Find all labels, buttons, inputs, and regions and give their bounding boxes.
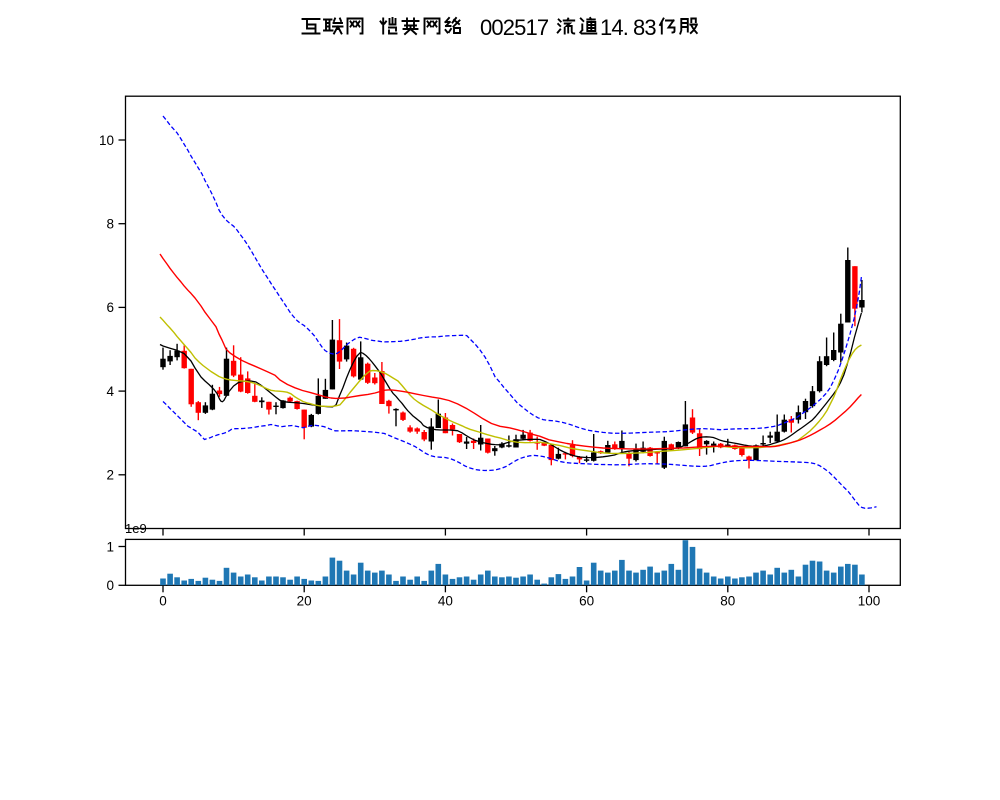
- svg-text:83: 83: [633, 15, 656, 40]
- svg-text:4: 4: [106, 384, 114, 399]
- svg-text:0: 0: [106, 578, 114, 593]
- svg-text:100: 100: [858, 594, 881, 609]
- svg-text:60: 60: [579, 594, 594, 609]
- svg-text:14.: 14.: [600, 15, 628, 40]
- svg-text:10: 10: [99, 133, 114, 148]
- svg-text:6: 6: [106, 300, 114, 315]
- svg-text:40: 40: [438, 594, 453, 609]
- svg-text:80: 80: [720, 594, 735, 609]
- svg-text:002517: 002517: [480, 15, 549, 40]
- svg-text:8: 8: [106, 217, 114, 232]
- svg-text:1: 1: [106, 539, 114, 554]
- svg-text:1e9: 1e9: [125, 521, 147, 536]
- svg-text:2: 2: [106, 468, 114, 483]
- svg-text:20: 20: [297, 594, 312, 609]
- svg-text:0: 0: [159, 594, 167, 609]
